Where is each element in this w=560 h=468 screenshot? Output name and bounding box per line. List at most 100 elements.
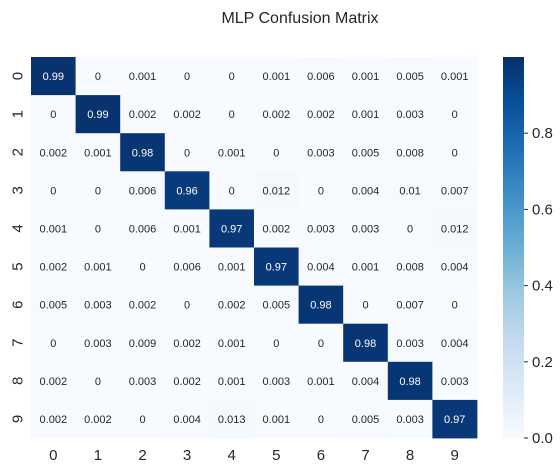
cell-value-label: 0.003 bbox=[441, 376, 469, 388]
cell-value-label: 0.006 bbox=[129, 223, 157, 235]
x-tick-label: 2 bbox=[138, 447, 146, 464]
cell-value-label: 0.001 bbox=[352, 109, 380, 121]
cell-value-label: 0.001 bbox=[84, 262, 112, 274]
heatmap-cell bbox=[254, 171, 299, 210]
heatmap-cell bbox=[254, 323, 299, 363]
cell-value-label: 0.002 bbox=[40, 147, 68, 159]
cell-value-label: 0.012 bbox=[441, 223, 469, 235]
heatmap-cell bbox=[432, 209, 478, 248]
heatmap-cell bbox=[75, 209, 121, 248]
heatmap-cell bbox=[254, 399, 299, 439]
heatmap-cell bbox=[75, 247, 121, 286]
cell-value-label: 0.001 bbox=[352, 71, 380, 83]
heatmap-cell bbox=[164, 57, 210, 96]
heatmap-cell bbox=[387, 209, 433, 248]
cell-value-label: 0.002 bbox=[263, 109, 291, 121]
cell-value-label: 0.005 bbox=[396, 71, 424, 83]
heatmap-cell bbox=[387, 399, 433, 439]
cell-value-labels: 0.99 0 0.001 0 0 0.001 0.006 0.001 0.005 0.001 0 0.… bbox=[40, 71, 469, 426]
cell-value-label: 0.007 bbox=[396, 300, 424, 312]
heatmap-cell bbox=[254, 57, 299, 96]
cell-value-label: 0.003 bbox=[352, 223, 380, 235]
cell-value-label: 0.004 bbox=[307, 262, 335, 274]
heatmap-cell bbox=[120, 209, 166, 248]
cell-value-label: 0.002 bbox=[263, 223, 291, 235]
cell-value-label: 0.012 bbox=[263, 185, 291, 197]
heatmap-cell bbox=[75, 399, 121, 439]
heatmap-cell bbox=[343, 171, 389, 210]
heatmap-cell bbox=[387, 171, 433, 210]
y-tick-label: 4 bbox=[10, 224, 27, 232]
cell-value-label: 0.004 bbox=[441, 338, 469, 350]
cell-value-label: 0 bbox=[184, 147, 190, 159]
heatmap-cell bbox=[164, 133, 210, 172]
cell-value-label: 0 bbox=[229, 71, 235, 83]
heatmap-cell bbox=[387, 57, 433, 96]
cell-value-label: 0 bbox=[50, 338, 56, 350]
heatmap-cell bbox=[31, 133, 76, 172]
heatmap-cell bbox=[31, 95, 76, 134]
cell-value-label: 0.008 bbox=[396, 147, 424, 159]
heatmap-cell bbox=[120, 171, 166, 210]
cell-value-label: 0.001 bbox=[218, 262, 246, 274]
heatmap-cell bbox=[432, 361, 478, 401]
x-tick-label: 9 bbox=[451, 447, 459, 464]
heatmap-cell bbox=[387, 361, 433, 401]
cell-value-label: 0 bbox=[229, 109, 235, 121]
cell-value-label: 0 bbox=[95, 71, 101, 83]
heatmap-cell bbox=[343, 57, 389, 96]
cell-value-label: 0.004 bbox=[352, 185, 380, 197]
cell-value-label: 0.002 bbox=[218, 300, 246, 312]
cell-value-label: 0.002 bbox=[129, 300, 157, 312]
cell-value-label: 0 bbox=[273, 338, 279, 350]
heatmap-cell bbox=[343, 399, 389, 439]
heatmap-cell bbox=[75, 171, 121, 210]
heatmap-cell bbox=[254, 95, 299, 134]
cell-value-label: 0.003 bbox=[84, 338, 112, 350]
colorbar-tick-label: 0.0 bbox=[532, 430, 553, 447]
heatmap-cell bbox=[75, 361, 121, 401]
x-tick-label: 3 bbox=[183, 447, 191, 464]
cell-value-label: 0.003 bbox=[307, 147, 335, 159]
cell-value-label: 0.002 bbox=[40, 376, 68, 388]
cell-value-label: 0.006 bbox=[129, 185, 157, 197]
heatmap-cell bbox=[209, 247, 255, 286]
cell-value-label: 0.007 bbox=[441, 185, 469, 197]
y-tick-label: 8 bbox=[10, 377, 27, 385]
cell-value-label: 0.008 bbox=[396, 262, 424, 274]
heatmap-cell bbox=[298, 323, 344, 363]
cell-value-label: 0.003 bbox=[263, 376, 291, 388]
cell-value-label: 0.97 bbox=[221, 223, 242, 235]
cell-value-label: 0.003 bbox=[84, 300, 112, 312]
cell-value-label: 0.004 bbox=[441, 262, 469, 274]
cell-value-label: 0 bbox=[95, 223, 101, 235]
heatmap-cell bbox=[209, 57, 255, 96]
x-tick-label: 4 bbox=[228, 447, 236, 464]
cell-value-label: 0 bbox=[229, 185, 235, 197]
cell-value-label: 0.003 bbox=[129, 376, 157, 388]
cell-value-label: 0.002 bbox=[307, 109, 335, 121]
heatmap-cell bbox=[164, 285, 210, 325]
heatmap-cell bbox=[164, 323, 210, 363]
heatmap-cell bbox=[31, 209, 76, 248]
heatmap-cell bbox=[75, 323, 121, 363]
heatmap-cell bbox=[120, 361, 166, 401]
heatmap-cell bbox=[432, 95, 478, 134]
cell-value-label: 0.003 bbox=[307, 223, 335, 235]
heatmap-cell bbox=[432, 57, 478, 96]
heatmap-cell bbox=[298, 399, 344, 439]
heatmap-cell bbox=[387, 285, 433, 325]
cell-value-label: 0.001 bbox=[441, 71, 469, 83]
heatmap-cell bbox=[254, 247, 299, 286]
heatmap-cell bbox=[164, 361, 210, 401]
cell-value-label: 0.001 bbox=[263, 414, 291, 426]
heatmap-cell bbox=[343, 95, 389, 134]
heatmap-cell bbox=[209, 171, 255, 210]
cell-value-label: 0 bbox=[452, 147, 458, 159]
cell-value-label: 0 bbox=[184, 300, 190, 312]
cell-value-label: 0.001 bbox=[129, 71, 157, 83]
heatmap-cell bbox=[31, 323, 76, 363]
heatmap-cell bbox=[387, 95, 433, 134]
y-tick-label: 3 bbox=[10, 186, 27, 194]
